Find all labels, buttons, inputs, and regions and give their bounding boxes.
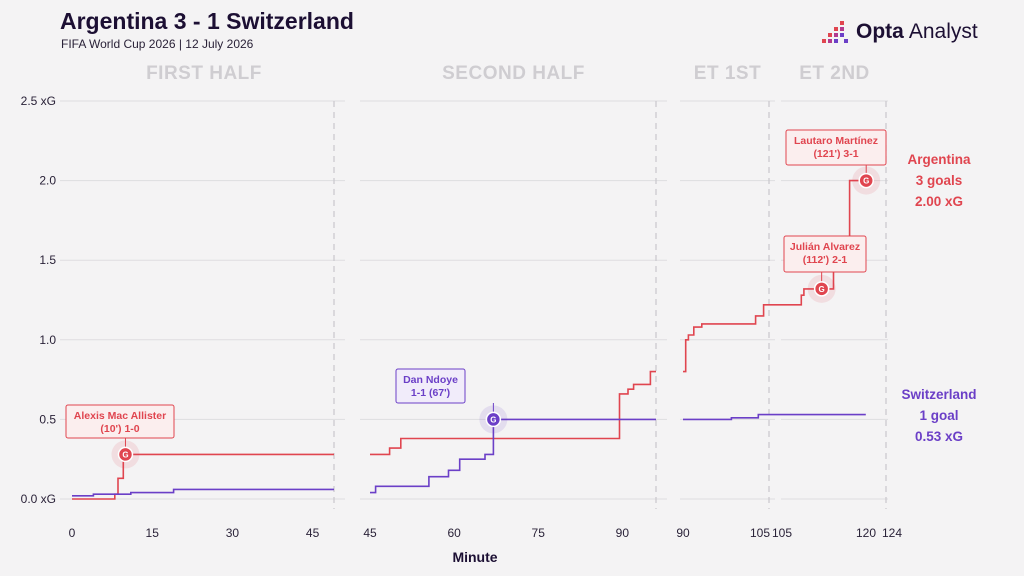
argentina-xg-line [370, 370, 656, 456]
argentina-xg-line [72, 453, 334, 500]
goal-marker [858, 172, 874, 189]
y-tick-label: 2.5 xG [21, 94, 56, 108]
goal-scorer-label: Alexis Mac Allister [74, 410, 166, 422]
chart-subtitle: FIFA World Cup 2026 | 12 July 2026 [61, 37, 254, 51]
x-tick-label: 0 [69, 526, 76, 540]
goal-marker [485, 411, 502, 428]
y-tick-label: 1.5 [39, 253, 56, 267]
goal-minute-label: (121') 3-1 [813, 148, 858, 160]
label-layer: 0.0 xG 0.5 1.0 1.5 2.0 2.5 xG FIRST HALF 0 15 30 4… [21, 63, 903, 540]
goal-scorer-label: Lautaro Martínez [794, 135, 878, 147]
team-summary-label: 1 goal [919, 408, 958, 423]
goal-marker-letter: G [863, 177, 869, 186]
y-tick-label: 2.0 [39, 174, 56, 188]
team-summary-label: Switzerland [901, 387, 976, 402]
goal-marker-letter: G [819, 285, 825, 294]
opta-analyst-logo: Opta Analyst [820, 16, 978, 48]
x-tick-label: 75 [532, 526, 546, 540]
period-label: SECOND HALF [442, 63, 585, 84]
period-label: FIRST HALF [146, 63, 262, 84]
logo-word-analyst: Analyst [908, 20, 978, 43]
goal-annotation-box [395, 368, 466, 404]
y-tick-label: 0.0 xG [21, 492, 56, 506]
x-axis-label: Minute [452, 549, 497, 565]
team-summary-label: Argentina [907, 152, 970, 167]
goal-scorer-label: Julián Alvarez [790, 241, 860, 253]
x-tick-label: 30 [226, 526, 240, 540]
goal-annotation-box [65, 404, 175, 439]
x-tick-label: 45 [363, 526, 377, 540]
goal-marker [813, 281, 830, 297]
switzerland-xg-line [370, 418, 656, 494]
x-tick-label: 124 [882, 526, 902, 540]
x-tick-label: 45 [306, 526, 320, 540]
y-tick-label: 0.5 [39, 412, 56, 426]
team-summary-label: 2.00 xG [915, 194, 963, 209]
opta-dots-icon [822, 21, 848, 43]
x-tick-label: 105 [772, 526, 792, 540]
goal-annotation-box [785, 129, 887, 166]
team-summary-label: 0.53 xG [915, 429, 963, 444]
goal-scorer-label: Dan Ndoye [403, 374, 458, 386]
goal-marker [117, 446, 134, 463]
switzerland-xg-line [683, 413, 866, 421]
goal-minute-label: 1-1 (67') [411, 387, 450, 399]
x-tick-label: 15 [146, 526, 160, 540]
period-label: ET 1ST [694, 63, 761, 84]
period-label: ET 2ND [799, 63, 870, 84]
x-tick-label: 90 [676, 526, 690, 540]
goal-marker-letter: G [122, 450, 128, 459]
goal-minute-label: (112') 2-1 [803, 254, 848, 266]
x-tick-label: 120 [856, 526, 876, 540]
annotation-layer: Alexis Mac Allister(10') 1-0 G Julián Alva… [65, 129, 977, 469]
x-tick-label: 105 [750, 526, 770, 540]
chart-title: Argentina 3 - 1 Switzerland [60, 8, 354, 34]
logo-word-opta: Opta [856, 20, 904, 43]
y-tick-label: 1.0 [39, 333, 56, 347]
switzerland-xg-line [72, 488, 334, 497]
argentina-xg-line [683, 179, 866, 373]
x-tick-label: 90 [616, 526, 630, 540]
goal-annotation-box [783, 235, 867, 273]
goal-marker-letter: G [490, 415, 496, 424]
x-tick-label: 60 [447, 526, 461, 540]
goal-minute-label: (10') 1-0 [100, 423, 139, 435]
team-summary-label: 3 goals [916, 173, 963, 188]
